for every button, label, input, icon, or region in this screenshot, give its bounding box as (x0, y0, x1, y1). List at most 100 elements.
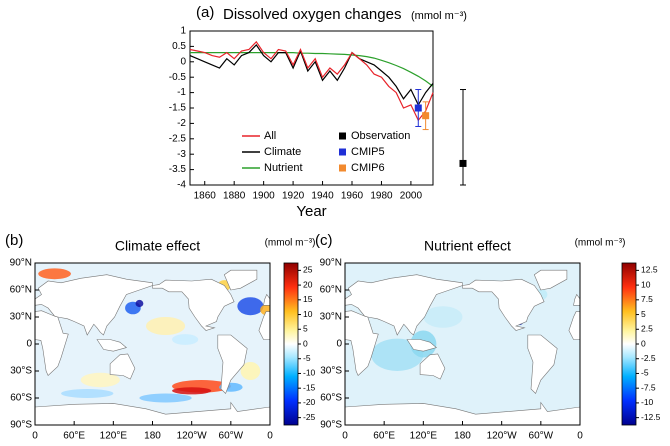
y-tick-label: 60°N (10, 285, 32, 296)
y-tick-label: 0 (180, 56, 186, 67)
y-tick-label: 90°S (10, 420, 32, 431)
land (462, 278, 545, 331)
anomaly (145, 317, 186, 335)
land (109, 353, 136, 380)
y-tick-label: -1.5 (169, 103, 187, 114)
land (223, 269, 258, 291)
y-tick-label: -3 (177, 149, 186, 160)
y-tick-label: 60°S (320, 393, 342, 404)
x-tick-label: 180 (144, 431, 161, 442)
y-tick-label: 30°N (10, 312, 32, 323)
colorbar-label: -12.5 (641, 412, 661, 422)
land (568, 311, 580, 340)
land (258, 311, 270, 340)
land (35, 401, 270, 425)
series-line (189, 40, 434, 122)
land (96, 339, 128, 352)
chart-title: Dissolved oxygen changes (223, 6, 401, 23)
colorbar-label: -5 (303, 353, 311, 363)
colorbar-label: 2.5 (641, 324, 653, 334)
x-tick-label: 60°E (63, 431, 85, 442)
legend-label: All (264, 130, 276, 142)
anomaly (172, 334, 199, 345)
y-tick-label: -2.5 (169, 133, 187, 144)
colorbar-label: 0 (641, 338, 646, 348)
plot-frame (189, 30, 434, 186)
anomaly (61, 389, 114, 398)
legend-label: CMIP5 (351, 146, 385, 158)
colorbar-label: 7.5 (641, 294, 653, 304)
colorbar-label: 25 (303, 265, 313, 275)
y-tick-label: 60°N (320, 285, 342, 296)
colorbar-label: 20 (303, 279, 313, 289)
y-tick-label: -1 (177, 87, 186, 98)
y-tick-label: 30°S (10, 366, 32, 377)
colorbar (621, 262, 637, 426)
anomaly (237, 297, 264, 316)
anomaly (371, 338, 424, 371)
x-tick-label: 120°E (100, 431, 128, 442)
map-title: Climate effect (115, 238, 200, 254)
colorbar-label: 5 (641, 309, 646, 319)
colorbar-label: 10 (303, 309, 313, 319)
land (527, 334, 558, 395)
legend-swatch (339, 148, 346, 156)
x-axis-label: Year (296, 203, 326, 220)
anomaly (139, 393, 192, 403)
colorbar-label: -2.5 (641, 353, 656, 363)
anomaly (38, 268, 71, 280)
x-tick-label: 0 (342, 431, 348, 442)
x-tick-label: 60°W (219, 431, 244, 442)
y-tick-label: -3.5 (169, 164, 187, 175)
colorbar (283, 262, 299, 426)
point-marker (422, 112, 430, 120)
panel-label: (b) (5, 232, 23, 249)
x-tick-label: 1980 (370, 191, 393, 202)
x-tick-label: 1860 (194, 191, 217, 202)
colorbar-label: -10 (641, 397, 654, 407)
point-marker (459, 159, 467, 167)
x-tick-label: 0 (577, 431, 583, 442)
x-tick-label: 1900 (253, 191, 276, 202)
colorbar-label: 5 (303, 324, 308, 334)
series-line (190, 52, 434, 87)
anomaly (80, 372, 120, 388)
map-field (345, 263, 580, 425)
point-marker (414, 104, 422, 112)
units: (mmol m⁻³) (411, 10, 467, 22)
x-tick-label: 120°E (410, 431, 438, 442)
y-tick-label: 30°N (320, 312, 342, 323)
y-tick-label: 90°N (320, 258, 342, 269)
y-tick-label: 0.5 (172, 41, 186, 52)
y-tick-label: 0 (336, 339, 342, 350)
x-tick-label: 2000 (400, 191, 423, 202)
legend-label: Nutrient (264, 162, 303, 174)
land (263, 293, 270, 306)
colorbar-label: 12.5 (641, 265, 658, 275)
land (217, 334, 248, 395)
y-tick-label: 60°S (10, 393, 32, 404)
x-tick-label: 1880 (223, 191, 246, 202)
y-tick-label: 30°S (320, 366, 342, 377)
panel-label: (a) (196, 4, 214, 21)
x-tick-label: 120°W (487, 431, 518, 442)
land (533, 269, 568, 291)
y-tick-label: 0 (26, 339, 32, 350)
x-tick-label: 1960 (341, 191, 364, 202)
x-tick-label: 1940 (311, 191, 334, 202)
land (419, 353, 446, 380)
y-tick-label: 90°S (320, 420, 342, 431)
x-tick-label: 60°W (529, 431, 554, 442)
colorbar-label: -20 (303, 397, 316, 407)
y-tick-label: 90°N (10, 258, 32, 269)
units: (mmol m⁻³) (265, 238, 316, 249)
legend-label: Observation (351, 130, 410, 142)
legend-label: Climate (264, 146, 301, 158)
series-line (189, 43, 434, 107)
legend-label: CMIP6 (351, 162, 385, 174)
legend-swatch (339, 132, 346, 140)
colorbar-label: -10 (303, 368, 316, 378)
x-tick-label: 60°E (373, 431, 395, 442)
colorbar-label: -25 (303, 412, 316, 422)
